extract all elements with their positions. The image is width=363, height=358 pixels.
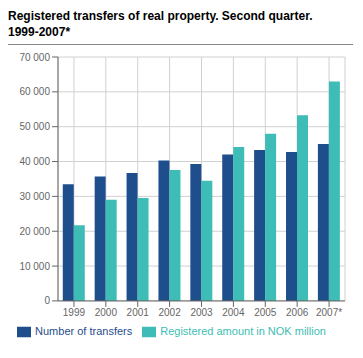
svg-text:20 000: 20 000 [19,226,50,237]
svg-text:2004: 2004 [222,307,245,318]
svg-text:70 000: 70 000 [19,52,50,63]
svg-text:1999: 1999 [63,307,86,318]
svg-text:2002: 2002 [158,307,181,318]
svg-text:2006: 2006 [286,307,309,318]
svg-text:2005: 2005 [254,307,277,318]
svg-text:10 000: 10 000 [19,261,50,272]
svg-text:2003: 2003 [190,307,213,318]
svg-text:2007*: 2007* [316,307,342,318]
svg-text:2000: 2000 [95,307,118,318]
html-text:Registered transfers of real p: Registered transfers of real property. S… [8,9,313,23]
svg-text:40 000: 40 000 [19,156,50,167]
svg-text:50 000: 50 000 [19,121,50,132]
svg-text:30 000: 30 000 [19,191,50,202]
svg-text:0: 0 [44,295,50,306]
html-text:Registered amount in NOK milli: Registered amount in NOK million [160,324,326,337]
svg-text:2001: 2001 [127,307,150,318]
html-text:Number of transfers: Number of transfers [35,324,133,337]
html-text:1999-2007*: 1999-2007* [8,25,71,39]
svg-text:60 000: 60 000 [19,86,50,97]
